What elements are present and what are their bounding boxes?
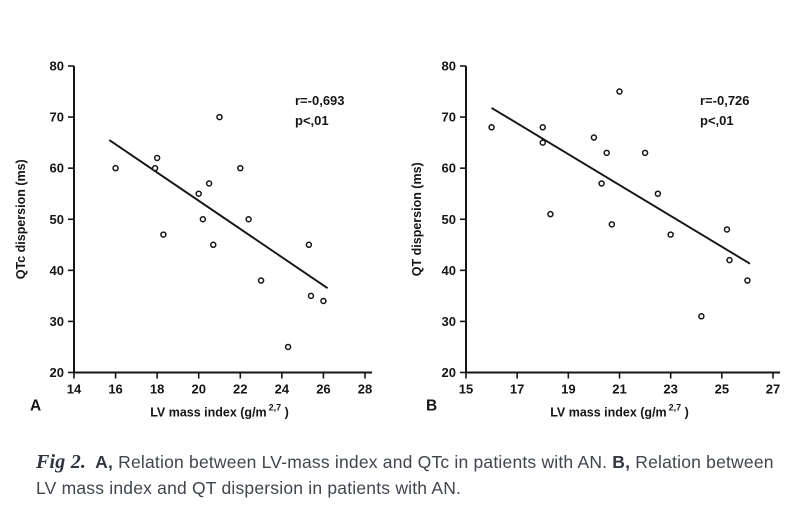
data-point	[539, 124, 546, 131]
x-tick-label: 23	[663, 382, 677, 397]
x-tick-label: 18	[150, 382, 164, 397]
x-tick-label: 24	[275, 382, 290, 397]
p-value-label: p<,01	[700, 113, 734, 128]
x-tick-label: 19	[561, 382, 575, 397]
caption-part-b-label: B,	[612, 452, 631, 472]
r-value-label: r=-0,693	[295, 93, 345, 108]
x-tick-label: 21	[612, 382, 626, 397]
x-axis-title: LV mass index (g/m 2,7 )	[150, 403, 289, 420]
data-point	[608, 221, 616, 228]
p-value-label: p<,01	[295, 113, 329, 128]
data-point	[539, 139, 546, 146]
trend-line	[491, 107, 751, 265]
data-point	[616, 88, 623, 95]
x-tick-label: 28	[358, 382, 372, 397]
figure-caption: Fig 2. A, Relation between LV-mass index…	[36, 448, 780, 501]
y-tick-label: 70	[442, 110, 456, 125]
y-tick-label: 30	[50, 314, 64, 329]
x-tick-label: 17	[510, 382, 524, 397]
y-tick-label: 20	[50, 365, 64, 380]
x-tick-label: 16	[108, 382, 122, 397]
data-point	[112, 164, 119, 172]
r-value-label: r=-0,726	[700, 93, 750, 108]
data-point	[698, 313, 705, 320]
y-axis-title: QTc dispersion (ms)	[14, 159, 28, 279]
data-point	[598, 180, 605, 187]
data-point	[205, 180, 213, 187]
y-tick-label: 20	[442, 365, 456, 380]
data-point	[160, 231, 167, 238]
x-tick-label: 26	[316, 382, 330, 397]
data-point	[307, 292, 315, 300]
data-point	[216, 113, 223, 121]
x-tick-label: 14	[67, 382, 82, 397]
caption-part-a-label: A,	[95, 452, 114, 472]
caption-part-b-text: Relation between LV mass index and QT di…	[36, 452, 774, 499]
data-point	[284, 343, 292, 351]
data-point	[641, 149, 649, 157]
data-point	[210, 241, 217, 249]
y-tick-label: 80	[50, 59, 64, 74]
y-tick-label: 40	[442, 263, 456, 278]
y-tick-label: 60	[442, 161, 456, 176]
x-tick-label: 27	[766, 382, 780, 397]
y-tick-label: 70	[50, 110, 64, 125]
scatter-plot-b: 15 17 19 21 23 25 27 20 30 40 50 60 70 80 r=-0,726 p<,0…	[410, 59, 780, 420]
y-tick-label: 30	[442, 314, 456, 329]
x-axis-title: LV mass index (g/m 2,7 )	[550, 403, 689, 420]
data-point	[195, 190, 202, 197]
data-point	[603, 149, 610, 157]
data-point	[667, 231, 674, 238]
trend-line	[108, 139, 329, 289]
y-tick-label: 50	[442, 212, 456, 227]
data-point	[320, 297, 327, 305]
y-tick-label: 80	[442, 59, 456, 74]
data-point	[723, 226, 731, 233]
data-point	[654, 190, 662, 197]
data-point	[547, 210, 554, 218]
data-point	[488, 124, 495, 131]
panel-label: B	[426, 398, 437, 415]
panel-label: A	[30, 398, 41, 415]
y-tick-label: 60	[50, 161, 64, 176]
data-point	[237, 164, 244, 172]
data-point	[726, 256, 733, 264]
x-tick-label: 25	[715, 382, 729, 397]
data-point	[199, 216, 207, 223]
data-point	[590, 134, 598, 141]
data-point	[257, 277, 265, 284]
y-axis-title: QT dispersion (ms)	[410, 162, 424, 276]
y-tick-label: 50	[50, 212, 64, 227]
data-point	[153, 154, 161, 162]
data-point	[305, 241, 313, 249]
x-tick-label: 22	[233, 382, 247, 397]
data-point	[151, 164, 159, 172]
scatter-plot-a: 14 16 18 20 22 24 26 28 20 30 40 50 60 70 80 r=-0,693 p<…	[14, 59, 372, 420]
x-tick-label: 15	[459, 382, 473, 397]
x-tick-label: 20	[191, 382, 205, 397]
caption-part-a-text: Relation between LV-mass index and QTc i…	[118, 452, 608, 472]
y-tick-label: 40	[50, 263, 64, 278]
data-point	[245, 216, 252, 223]
data-point	[744, 277, 751, 284]
caption-figure-label: Fig 2.	[36, 451, 87, 473]
